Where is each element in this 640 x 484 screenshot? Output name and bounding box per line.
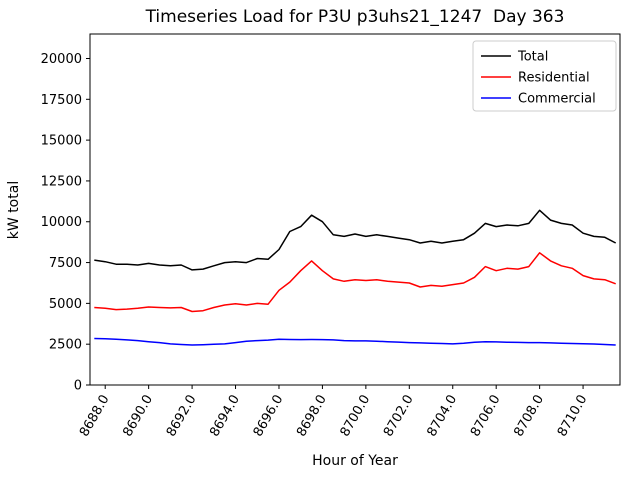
series-line-residential (94, 252, 616, 313)
x-tick-label: 8696.0 (251, 393, 287, 440)
x-tick-label: 8708.0 (511, 393, 547, 440)
legend-label-total: Total (517, 50, 548, 65)
y-tick-label: 0 (74, 379, 82, 394)
x-tick-label: 8704.0 (424, 393, 460, 440)
x-tick-label: 8702.0 (381, 393, 417, 440)
series-line-total (94, 209, 617, 271)
y-tick-label: 15000 (41, 134, 82, 149)
x-tick-label: 8690.0 (120, 393, 156, 440)
x-tick-label: 8692.0 (164, 393, 200, 440)
plot-area: 0 2500 5000 7500 10000 12500 15000 17500 20000 86… (41, 33, 621, 440)
y-tick-label: 12500 (41, 174, 82, 189)
x-tick-label: 8698.0 (294, 393, 330, 440)
x-axis-label: Hour of Year (312, 453, 398, 469)
y-tick-label: 2500 (49, 338, 82, 353)
legend-box (472, 40, 617, 112)
x-tick-label: 8694.0 (207, 393, 243, 440)
y-tick-label: 17500 (41, 93, 82, 108)
y-tick-label: 10000 (41, 215, 82, 230)
legend-label-commercial: Commercial (518, 92, 596, 107)
x-tick-label: 8706.0 (468, 393, 504, 440)
y-tick-label: 20000 (41, 52, 82, 67)
y-tick-label: 5000 (49, 297, 82, 312)
y-axis-label: kW total (6, 181, 22, 239)
legend-label-residential: Residential (518, 71, 590, 86)
x-tick-label: 8710.0 (555, 393, 591, 440)
series-line-commercial (94, 337, 616, 346)
y-tick-label: 7500 (49, 256, 82, 271)
x-tick-label: 8688.0 (77, 393, 113, 440)
x-tick-label: 8700.0 (338, 393, 374, 440)
plot-border (89, 33, 621, 386)
chart-title: Timeseries Load for P3U p3uhs21_1247 Day… (145, 7, 565, 27)
